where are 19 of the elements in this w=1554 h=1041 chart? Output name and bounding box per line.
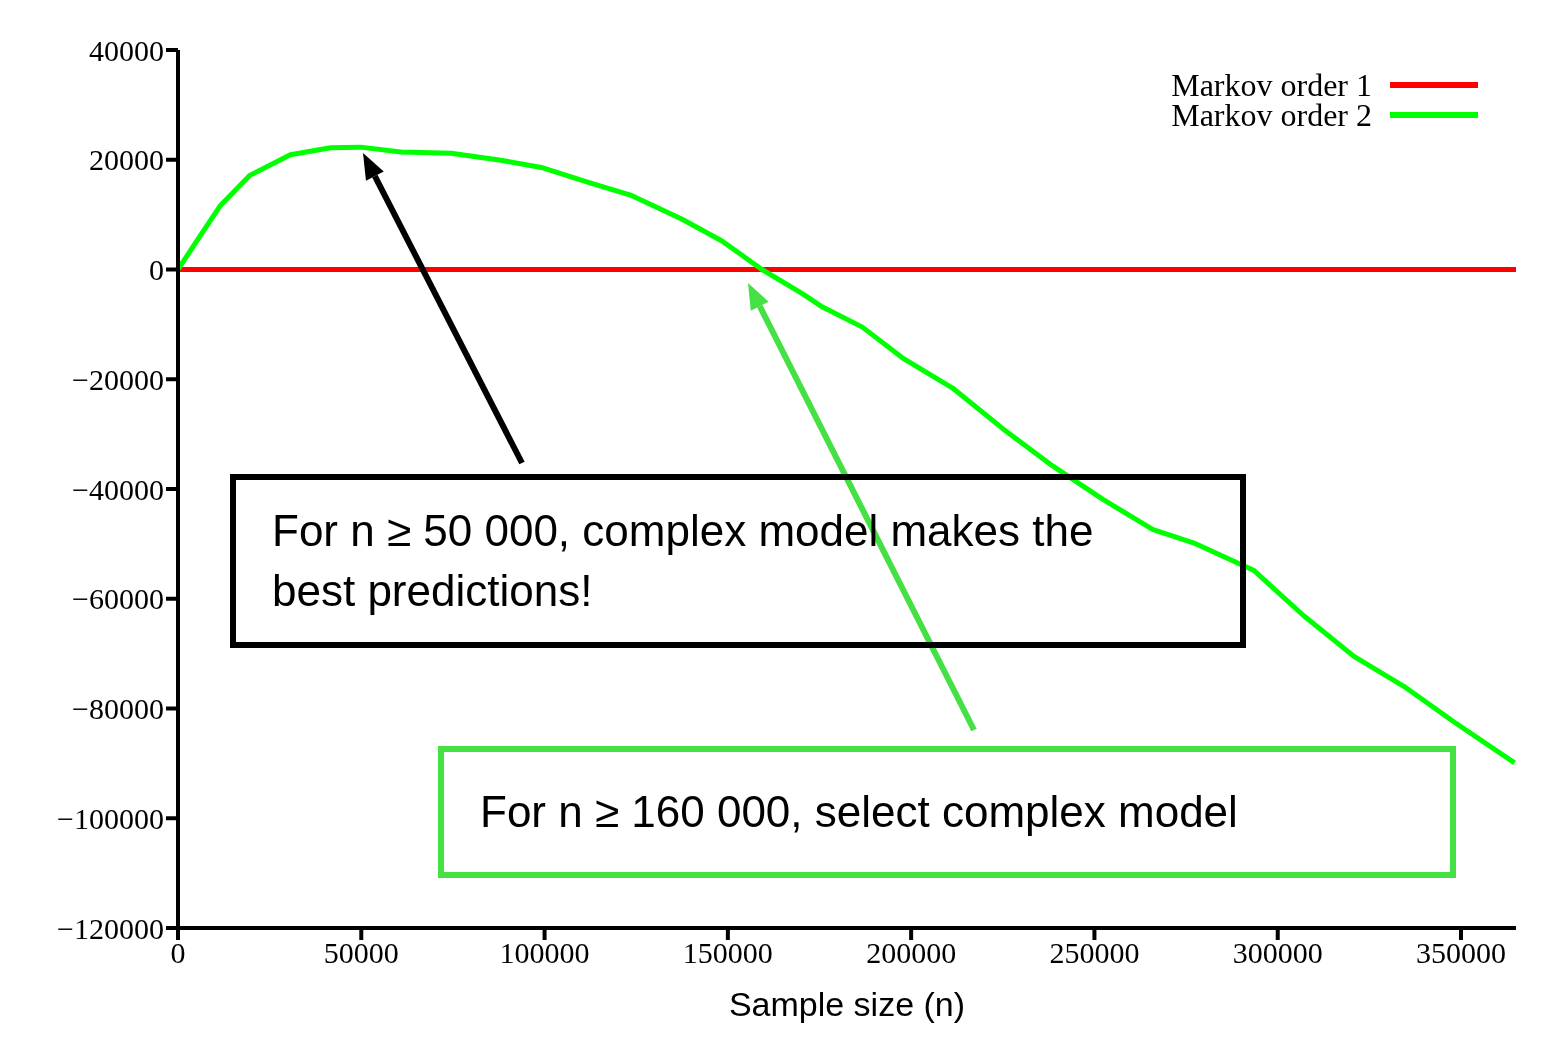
x-tick-label: 0 xyxy=(170,936,186,970)
y-tick-label: 40000 xyxy=(89,33,164,67)
y-tick-label: −80000 xyxy=(72,692,164,726)
y-tick-label: −100000 xyxy=(57,801,164,835)
x-tick-label: 350000 xyxy=(1416,936,1507,970)
y-tick-label: −120000 xyxy=(57,911,164,945)
x-tick-label: 300000 xyxy=(1232,936,1323,970)
x-tick-label: 50000 xyxy=(323,936,399,970)
x-tick-label: 150000 xyxy=(682,936,773,970)
y-tick-label: −60000 xyxy=(72,582,164,616)
x-tick-label: 200000 xyxy=(866,936,957,970)
x-tick-label: 100000 xyxy=(499,936,590,970)
annotation: For n ≥ 160 000, select complex model xyxy=(480,786,1239,838)
x-tick-label: 250000 xyxy=(1049,936,1140,970)
y-tick-label: −40000 xyxy=(72,472,164,506)
y-tick-label: 0 xyxy=(149,253,164,287)
y-tick-label: 20000 xyxy=(89,143,164,177)
x-axis-title: Sample size (n) xyxy=(728,985,966,1023)
y-tick-label: −20000 xyxy=(72,362,164,396)
